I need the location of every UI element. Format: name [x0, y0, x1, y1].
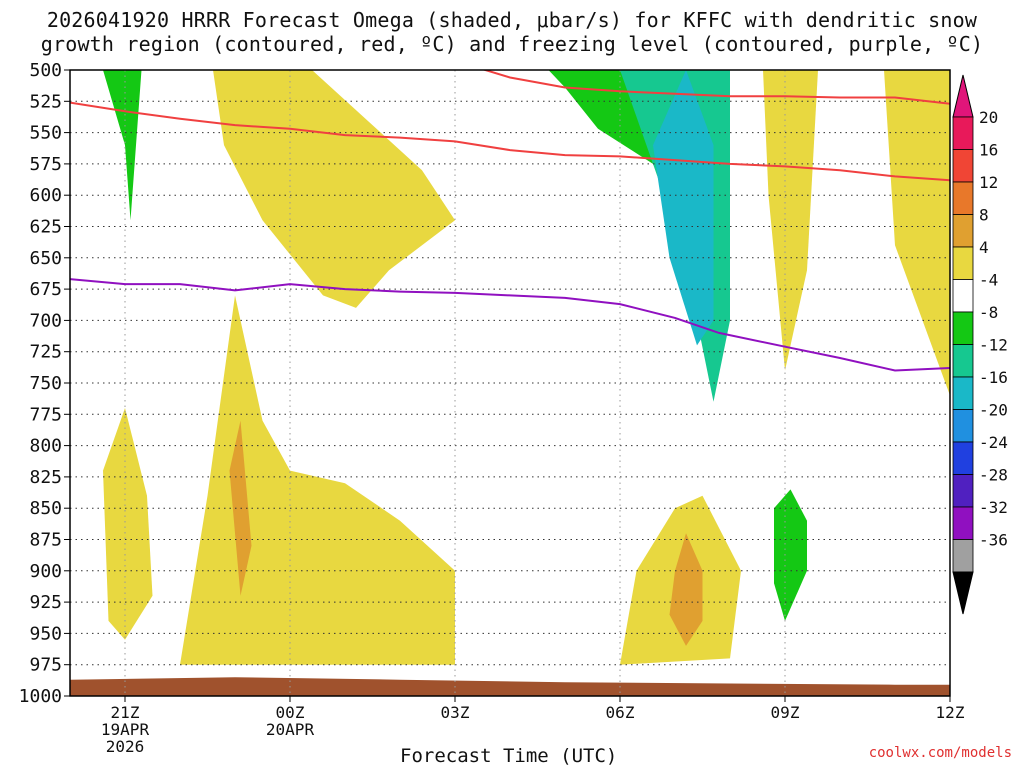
y-tick-label: 700 — [29, 310, 62, 331]
omega-region-13 — [669, 533, 703, 646]
y-tick-label: 850 — [29, 498, 62, 519]
colorbar-swatch — [952, 441, 974, 475]
colorbar-swatch — [952, 311, 974, 345]
y-tick-label: 950 — [29, 623, 62, 644]
colorbar-swatch — [952, 116, 974, 150]
y-tick-label: 500 — [29, 60, 62, 81]
y-tick-label: 675 — [29, 279, 62, 300]
y-tick-label: 775 — [29, 404, 62, 425]
x-tick-label: 03Z — [441, 703, 470, 722]
omega-region-2 — [774, 489, 807, 621]
x-tick-label: 00Z — [276, 703, 305, 722]
omega-region-5 — [213, 70, 455, 308]
colorbar-tick-label: -4 — [979, 271, 998, 290]
title-line-1: 2026041920 HRRR Forecast Omega (shaded, … — [46, 8, 978, 32]
colorbar-tick-label: -12 — [979, 336, 1008, 355]
colorbar-swatch — [952, 506, 974, 540]
y-tick-label: 600 — [29, 185, 62, 206]
chart-title: 2026041920 HRRR Forecast Omega (shaded, … — [0, 8, 1024, 56]
omega-region-1 — [103, 70, 142, 221]
colorbar-swatch — [952, 214, 974, 248]
colorbar-swatch — [952, 246, 974, 280]
y-tick-label: 925 — [29, 592, 62, 613]
y-tick-label: 725 — [29, 342, 62, 363]
colorbar-swatch — [952, 279, 974, 313]
dendritic-contour-line — [481, 70, 950, 105]
x-axis-title: Forecast Time (UTC) — [400, 745, 618, 767]
omega-region-9 — [763, 70, 818, 371]
omega-region-7 — [103, 408, 153, 640]
y-tick-label: 975 — [29, 655, 62, 676]
omega-region-6 — [180, 295, 455, 665]
y-tick-label: 800 — [29, 436, 62, 457]
omega-region-4 — [653, 70, 714, 346]
y-tick-label: 1000 — [19, 686, 62, 707]
x-tick-label: 21Z — [111, 703, 140, 722]
colorbar-top-arrow — [952, 74, 974, 118]
x-tick-label: 20APR — [266, 720, 315, 739]
grid-lines — [70, 70, 951, 696]
colorbar-tick-label: -32 — [979, 498, 1008, 517]
y-tick-label: 875 — [29, 530, 62, 551]
y-tick-label: 825 — [29, 467, 62, 488]
contour-lines — [70, 70, 950, 372]
y-tick-label: 625 — [29, 217, 62, 238]
colorbar-bottom-arrow — [952, 571, 974, 615]
y-tick-label: 550 — [29, 123, 62, 144]
colorbar-swatch — [952, 344, 974, 378]
x-tick-label: 12Z — [936, 703, 965, 722]
y-tick-label: 575 — [29, 154, 62, 175]
colorbar-swatch — [952, 409, 974, 443]
credit-text[interactable]: coolwx.com/models — [868, 745, 1012, 761]
colorbar-swatch — [952, 149, 974, 183]
x-tick-label: 19APR — [101, 720, 150, 739]
colorbar-swatch — [952, 474, 974, 508]
x-tick-label: 09Z — [771, 703, 800, 722]
omega-shaded-regions — [103, 70, 950, 665]
y-axis-ticks: 500 525 550 575 600 625 650 675 700 725 750 775 800 8… — [19, 60, 70, 707]
dendritic-contour-line — [70, 101, 950, 182]
colorbar-tick-label: -24 — [979, 433, 1008, 452]
colorbar-tick-label: -28 — [979, 466, 1008, 485]
colorbar-swatch — [952, 376, 974, 410]
x-tick-label: 2026 — [106, 737, 145, 756]
colorbar-tick-label: 12 — [979, 173, 998, 192]
colorbar-tick-label: -20 — [979, 401, 1008, 420]
colorbar: 20 16 12 8 4 -4 -8 -12 -16 -20 -24 -28 -32 -36 — [952, 74, 1008, 615]
y-tick-label: 900 — [29, 561, 62, 582]
colorbar-tick-label: -16 — [979, 368, 1008, 387]
colorbar-tick-label: 16 — [979, 141, 998, 160]
title-line-2: growth region (contoured, red, ºC) and f… — [40, 32, 984, 56]
x-tick-label: 06Z — [606, 703, 635, 722]
freezing-level-line — [70, 278, 950, 372]
colorbar-tick-label: 20 — [979, 108, 998, 127]
colorbar-tick-label: -36 — [979, 531, 1008, 550]
colorbar-tick-label: 8 — [979, 206, 989, 225]
y-tick-label: 650 — [29, 248, 62, 269]
omega-region-10 — [884, 70, 950, 396]
y-tick-label: 750 — [29, 373, 62, 394]
colorbar-swatch — [952, 539, 974, 573]
y-tick-label: 525 — [29, 91, 62, 112]
colorbar-swatch — [952, 181, 974, 215]
colorbar-tick-label: 4 — [979, 238, 989, 257]
colorbar-tick-label: -8 — [979, 303, 998, 322]
